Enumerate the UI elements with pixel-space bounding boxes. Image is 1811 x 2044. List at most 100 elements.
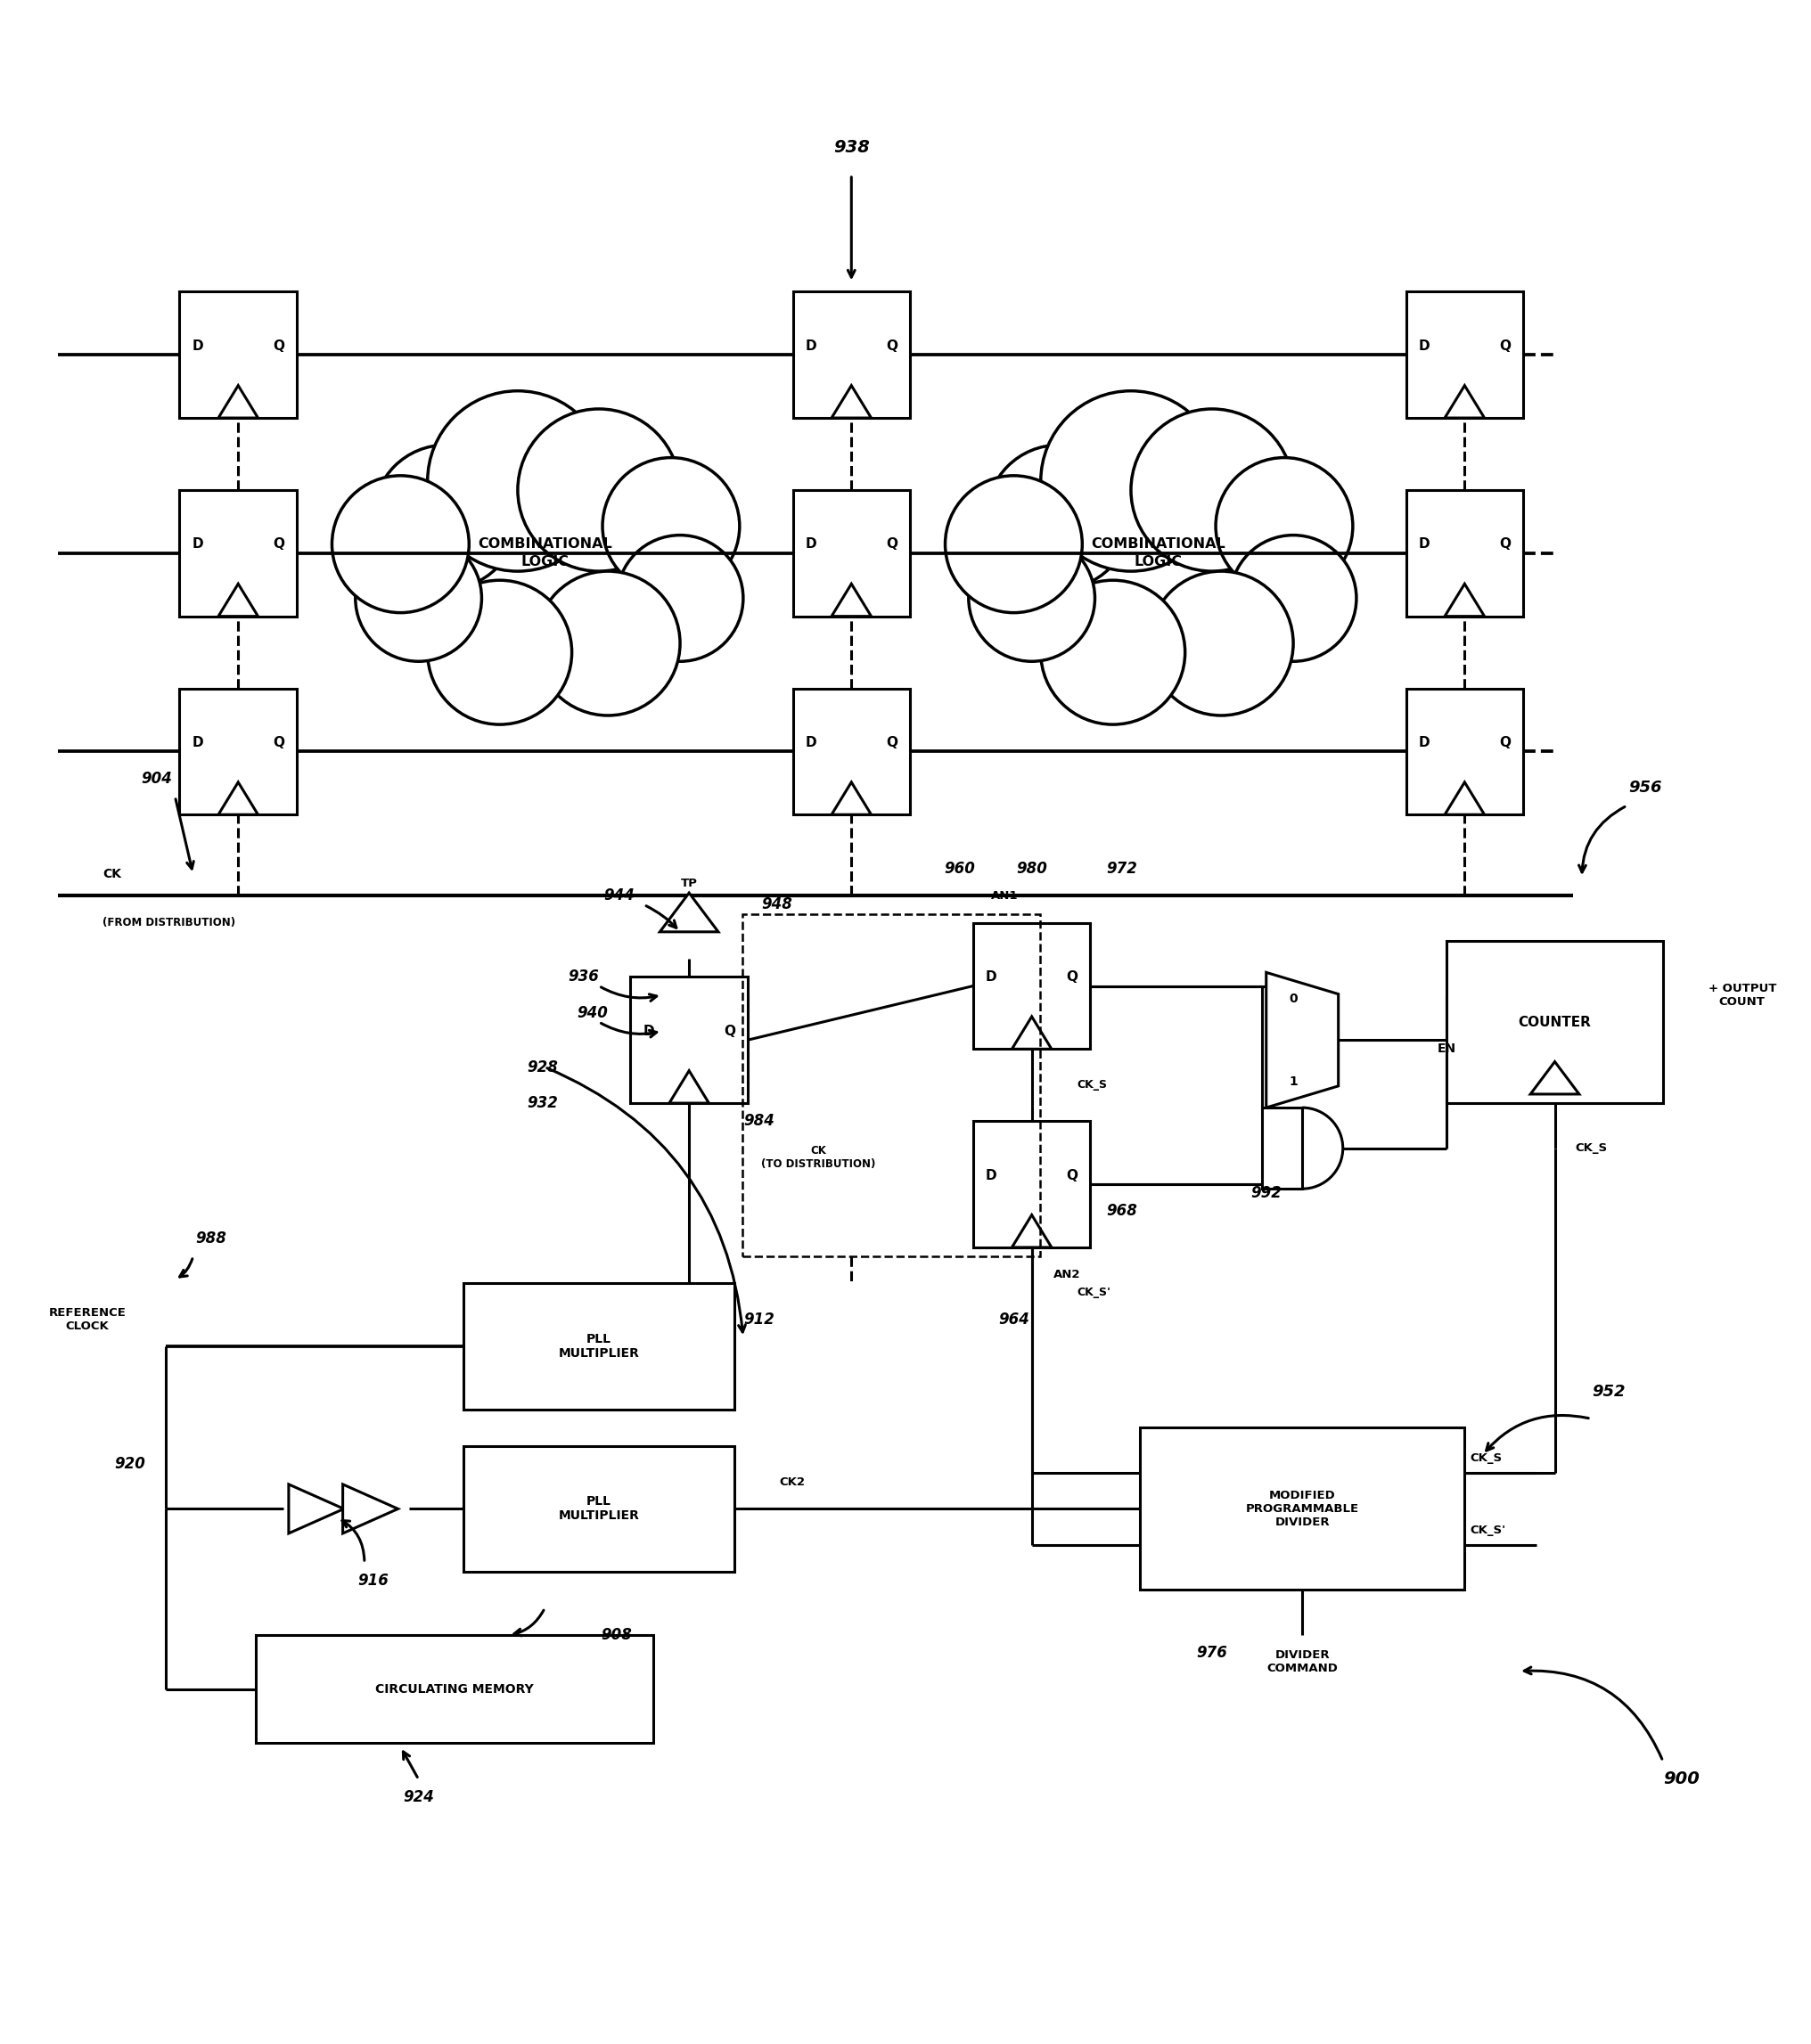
Circle shape xyxy=(536,570,681,715)
Text: D: D xyxy=(1418,538,1431,550)
Bar xyxy=(793,689,909,816)
Text: 904: 904 xyxy=(141,771,172,787)
Circle shape xyxy=(945,476,1083,613)
Text: 938: 938 xyxy=(833,139,869,155)
Bar xyxy=(1405,689,1523,816)
Circle shape xyxy=(1041,580,1184,724)
Text: DIVIDER
COMMAND: DIVIDER COMMAND xyxy=(1266,1650,1338,1674)
Text: Q: Q xyxy=(1067,1169,1078,1181)
Bar xyxy=(1405,491,1523,617)
Text: PLL
MULTIPLIER: PLL MULTIPLIER xyxy=(558,1496,639,1523)
Polygon shape xyxy=(288,1484,344,1533)
Text: 992: 992 xyxy=(1251,1186,1282,1202)
Text: CK_S': CK_S' xyxy=(1078,1286,1110,1298)
Bar xyxy=(743,914,1040,1257)
Text: Q: Q xyxy=(273,538,284,550)
Circle shape xyxy=(427,580,572,724)
Text: CK
(TO DISTRIBUTION): CK (TO DISTRIBUTION) xyxy=(761,1145,877,1169)
Text: REFERENCE
CLOCK: REFERENCE CLOCK xyxy=(49,1306,127,1333)
Bar xyxy=(255,1635,654,1744)
Polygon shape xyxy=(659,893,719,932)
Text: COMBINATIONAL
LOGIC: COMBINATIONAL LOGIC xyxy=(1090,538,1226,568)
Text: D: D xyxy=(1418,339,1431,352)
Text: 940: 940 xyxy=(578,1006,608,1022)
Text: 988: 988 xyxy=(196,1230,226,1247)
Polygon shape xyxy=(1262,1108,1302,1190)
Text: D: D xyxy=(806,538,817,550)
Circle shape xyxy=(518,409,681,570)
Text: AN2: AN2 xyxy=(1054,1269,1081,1280)
Text: 900: 900 xyxy=(1662,1770,1699,1788)
Text: COMBINATIONAL
LOGIC: COMBINATIONAL LOGIC xyxy=(478,538,612,568)
Text: EN: EN xyxy=(1438,1042,1456,1055)
Text: CK_S: CK_S xyxy=(1576,1143,1606,1155)
Text: Q: Q xyxy=(1500,736,1510,750)
Circle shape xyxy=(373,446,518,589)
Circle shape xyxy=(987,446,1130,589)
Bar xyxy=(630,977,748,1104)
Text: Q: Q xyxy=(1067,971,1078,983)
Circle shape xyxy=(1230,536,1356,662)
Text: Q: Q xyxy=(886,339,898,352)
Text: 920: 920 xyxy=(114,1455,145,1472)
Bar xyxy=(793,292,909,417)
Bar xyxy=(179,491,297,617)
Bar xyxy=(1447,940,1662,1104)
Bar xyxy=(793,491,909,617)
Text: D: D xyxy=(806,736,817,750)
Text: Q: Q xyxy=(886,736,898,750)
Text: PLL
MULTIPLIER: PLL MULTIPLIER xyxy=(558,1333,639,1359)
Text: Q: Q xyxy=(1500,339,1510,352)
Text: 916: 916 xyxy=(359,1574,389,1588)
Text: (FROM DISTRIBUTION): (FROM DISTRIBUTION) xyxy=(103,918,235,928)
Text: 972: 972 xyxy=(1107,861,1137,877)
Bar xyxy=(973,1122,1090,1247)
Circle shape xyxy=(618,536,743,662)
Text: 960: 960 xyxy=(944,861,974,877)
Text: 980: 980 xyxy=(1016,861,1047,877)
Bar xyxy=(179,689,297,816)
Text: 956: 956 xyxy=(1628,779,1662,795)
Text: 948: 948 xyxy=(761,897,791,914)
Text: TP: TP xyxy=(681,877,697,889)
Text: D: D xyxy=(1418,736,1431,750)
Text: CK: CK xyxy=(103,869,121,881)
Bar xyxy=(464,1445,733,1572)
Text: AN1: AN1 xyxy=(991,889,1018,901)
Circle shape xyxy=(1215,458,1353,595)
Text: D: D xyxy=(192,339,203,352)
Text: CK2: CK2 xyxy=(779,1476,806,1488)
Circle shape xyxy=(331,476,469,613)
Text: CIRCULATING MEMORY: CIRCULATING MEMORY xyxy=(375,1682,534,1694)
Text: MODIFIED
PROGRAMMABLE
DIVIDER: MODIFIED PROGRAMMABLE DIVIDER xyxy=(1246,1490,1358,1529)
Text: COUNTER: COUNTER xyxy=(1518,1016,1592,1028)
Bar xyxy=(179,292,297,417)
Bar xyxy=(973,922,1090,1049)
Bar xyxy=(464,1284,733,1410)
Text: 912: 912 xyxy=(743,1312,775,1327)
Text: CK_S: CK_S xyxy=(1078,1079,1107,1091)
Circle shape xyxy=(603,458,739,595)
Text: Q: Q xyxy=(273,736,284,750)
Text: 976: 976 xyxy=(1197,1645,1228,1662)
Text: + OUTPUT
COUNT: + OUTPUT COUNT xyxy=(1708,983,1777,1008)
Text: Q: Q xyxy=(1500,538,1510,550)
Text: D: D xyxy=(806,339,817,352)
Text: 932: 932 xyxy=(527,1096,558,1112)
Circle shape xyxy=(1041,390,1221,570)
Circle shape xyxy=(427,390,608,570)
Text: 984: 984 xyxy=(743,1114,775,1128)
Text: 952: 952 xyxy=(1592,1384,1626,1400)
Text: 1: 1 xyxy=(1289,1075,1298,1087)
Text: 924: 924 xyxy=(404,1788,435,1805)
Circle shape xyxy=(969,536,1096,662)
Text: CK_S': CK_S' xyxy=(1471,1525,1505,1537)
Polygon shape xyxy=(1530,1061,1579,1094)
Circle shape xyxy=(1148,570,1293,715)
Text: 0: 0 xyxy=(1289,991,1297,1006)
Text: D: D xyxy=(192,736,203,750)
Text: 968: 968 xyxy=(1107,1204,1137,1220)
Text: CK_S: CK_S xyxy=(1471,1453,1501,1464)
Polygon shape xyxy=(342,1484,398,1533)
Text: Q: Q xyxy=(273,339,284,352)
